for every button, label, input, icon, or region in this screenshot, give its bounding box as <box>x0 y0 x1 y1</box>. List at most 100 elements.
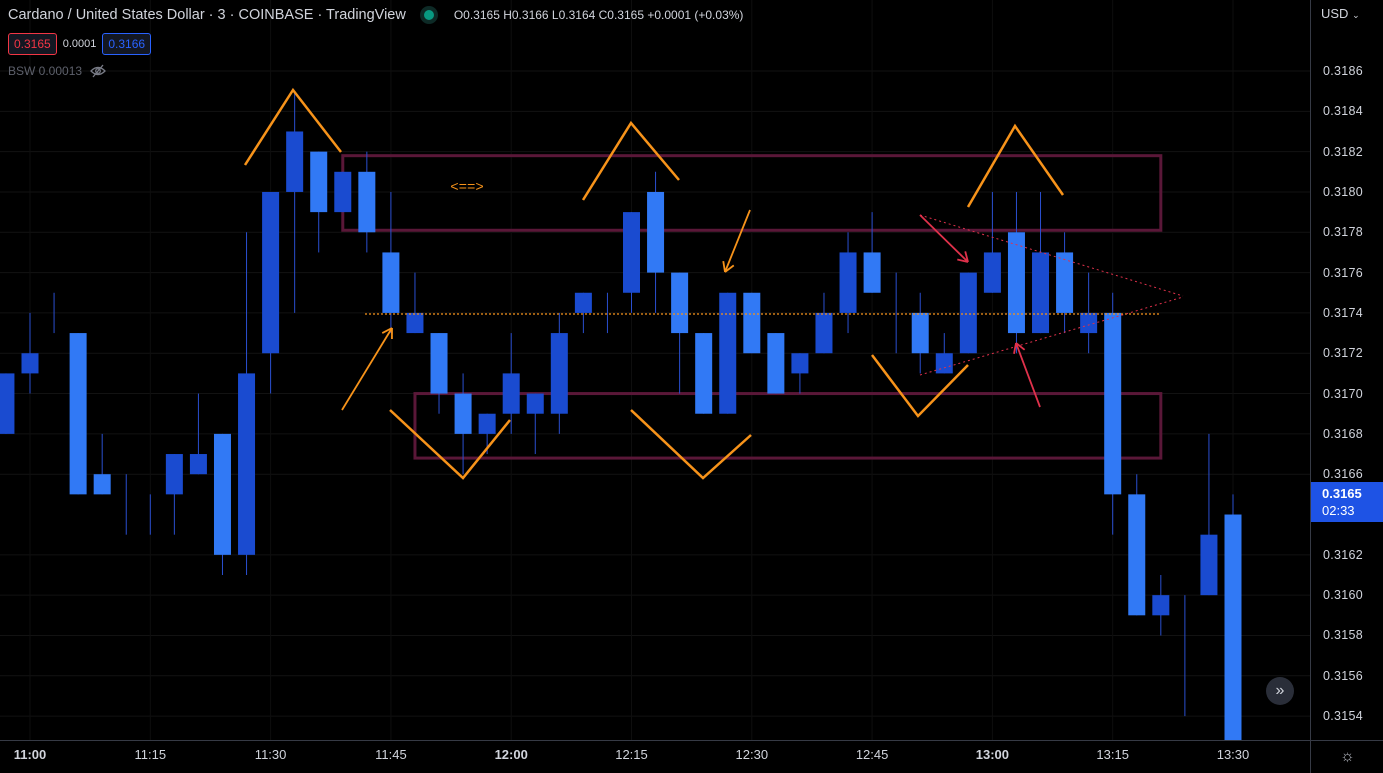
annotation-text: <==> <box>450 180 484 196</box>
candle <box>647 172 664 313</box>
candle-body <box>431 333 448 393</box>
spread-value: 0.0001 <box>63 38 97 50</box>
candle <box>1032 192 1049 333</box>
price-label: 0.3182 <box>1323 145 1363 159</box>
candle-body <box>503 373 520 413</box>
axis-settings-button[interactable]: ☼ <box>1310 740 1383 773</box>
candle <box>166 454 183 535</box>
candle <box>1225 494 1242 740</box>
zigzag-drawing <box>631 410 751 478</box>
candle <box>1056 232 1073 333</box>
price-label: 0.3166 <box>1323 467 1363 481</box>
candle <box>743 293 760 353</box>
price-label: 0.3158 <box>1323 628 1363 642</box>
candle-body <box>1032 252 1049 333</box>
candle <box>334 172 351 212</box>
candle-body <box>912 313 929 353</box>
candle <box>286 91 303 313</box>
candle-body <box>1056 252 1073 312</box>
arrow-drawing <box>725 210 750 272</box>
candle-body <box>0 373 14 433</box>
arrow-drawing-head <box>1014 343 1016 354</box>
zigzag-drawing <box>968 126 1063 207</box>
triangle-lower-line <box>920 297 1183 375</box>
candle <box>94 434 111 494</box>
candle-body <box>984 252 1001 292</box>
market-status-icon <box>424 10 434 20</box>
trade-buttons: 0.3165 0.0001 0.3166 <box>8 33 151 55</box>
candle <box>406 273 423 333</box>
candle <box>791 353 808 393</box>
candle <box>719 293 736 414</box>
candle-body <box>671 273 688 333</box>
candle <box>1152 575 1169 635</box>
candle <box>262 192 279 394</box>
candle <box>864 212 881 293</box>
candle-body <box>695 333 712 414</box>
candle-body <box>479 414 496 434</box>
time-label: 11:15 <box>135 747 167 762</box>
candle-body <box>527 394 544 414</box>
price-label: 0.3160 <box>1323 588 1363 602</box>
symbol-title[interactable]: Cardano / United States Dollar · 3 · COI… <box>8 7 406 23</box>
candle-body <box>1104 313 1121 494</box>
candle-body <box>719 293 736 414</box>
candle-body <box>1080 313 1097 333</box>
candle <box>358 152 375 253</box>
candle-body <box>406 313 423 333</box>
candle-body <box>190 454 207 474</box>
chart-legend: Cardano / United States Dollar · 3 · COI… <box>8 7 743 23</box>
candle-body <box>791 353 808 373</box>
candle-body <box>166 454 183 494</box>
triangle-upper-line <box>920 215 1183 296</box>
candle-body <box>575 293 592 313</box>
time-label: 11:30 <box>255 747 287 762</box>
time-label: 11:00 <box>14 747 47 762</box>
candle <box>503 333 520 434</box>
time-label: 12:15 <box>615 747 648 762</box>
chevron-down-icon: ⌄ <box>1352 10 1360 20</box>
time-label: 13:00 <box>976 747 1009 762</box>
sell-button[interactable]: 0.3165 <box>8 33 57 55</box>
eye-off-icon[interactable] <box>90 64 106 78</box>
candle-body <box>94 474 111 494</box>
currency-selector[interactable]: USD ⌄ <box>1321 6 1360 21</box>
candle <box>527 394 544 454</box>
candle <box>382 192 399 333</box>
candle-body <box>214 434 231 555</box>
arrow-drawing-head <box>723 261 725 272</box>
candle-body <box>936 353 953 373</box>
candle <box>960 273 977 354</box>
time-label: 11:45 <box>375 747 407 762</box>
price-label: 0.3176 <box>1323 266 1363 280</box>
candle <box>238 232 255 575</box>
price-label: 0.3168 <box>1323 427 1363 441</box>
time-label: 13:15 <box>1096 747 1129 762</box>
candle-body <box>551 333 568 414</box>
candle-body <box>647 192 664 273</box>
time-label: 12:45 <box>856 747 889 762</box>
candle-body <box>1152 595 1169 615</box>
candle <box>984 192 1001 293</box>
candle-body <box>840 252 857 312</box>
candle-body <box>743 293 760 353</box>
price-label: 0.3174 <box>1323 306 1363 320</box>
candle <box>815 293 832 353</box>
candle-body <box>22 353 39 373</box>
scroll-to-realtime-button[interactable]: » <box>1266 677 1294 705</box>
candle-body <box>864 252 881 292</box>
price-label: 0.3154 <box>1323 709 1363 723</box>
double-chevron-right-icon: » <box>1276 682 1285 700</box>
price-label: 0.3180 <box>1323 185 1363 199</box>
candle <box>767 333 784 393</box>
indicator-label[interactable]: BSW 0.00013 <box>8 64 82 78</box>
buy-button[interactable]: 0.3166 <box>102 33 151 55</box>
candle-body <box>455 394 472 434</box>
price-chart[interactable]: <==> <box>0 0 1310 740</box>
price-label: 0.3178 <box>1323 225 1363 239</box>
candle-body <box>1008 232 1025 333</box>
ohlc-values: O0.3165 H0.3166 L0.3164 C0.3165 +0.0001 … <box>454 8 744 22</box>
